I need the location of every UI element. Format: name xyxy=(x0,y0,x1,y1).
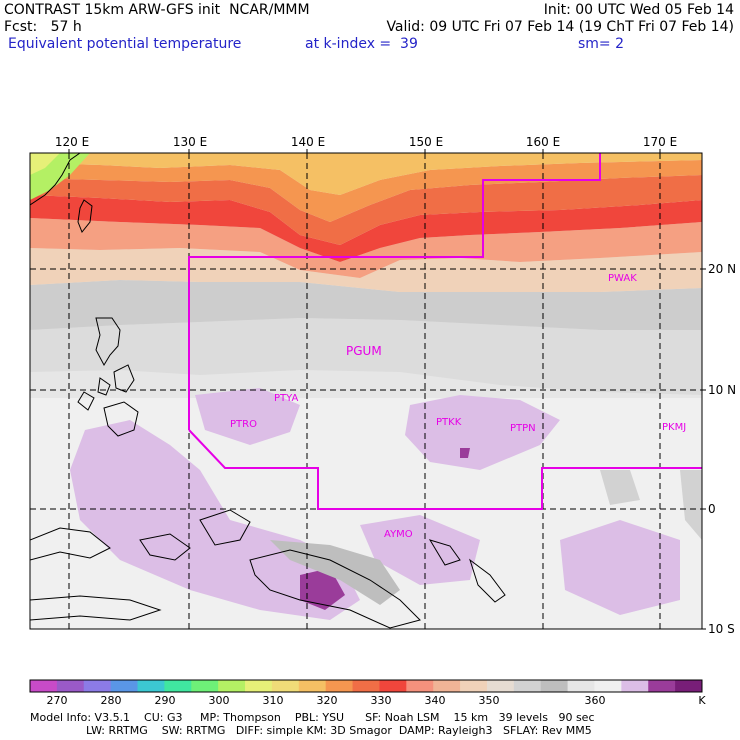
header-title: CONTRAST 15km ARW-GFS init NCAR/MMM xyxy=(4,2,310,18)
station-pgum: PGUM xyxy=(346,344,382,358)
colorbar-tick: 340 xyxy=(424,694,446,707)
lon-label: 160 E xyxy=(526,135,560,149)
colorbar-tick: 270 xyxy=(46,694,68,707)
colorbar-cell xyxy=(648,680,676,692)
map-frame xyxy=(29,152,703,630)
lat-label: 10 N xyxy=(708,383,736,397)
header-valid-time: Valid: 09 UTC Fri 07 Feb 14 (19 ChT Fri … xyxy=(386,19,734,35)
smoothing: sm= 2 xyxy=(578,36,625,52)
colorbar-cell xyxy=(56,680,85,692)
coastlines xyxy=(30,153,506,629)
lon-label: 140 E xyxy=(291,135,325,149)
lat-label: 0 xyxy=(708,502,716,516)
tick-marks xyxy=(68,149,706,630)
colorbar-tick: 330 xyxy=(370,694,392,707)
colorbar-cell xyxy=(110,680,139,692)
colorbar-cell xyxy=(83,680,112,692)
colorbar-cell xyxy=(245,680,273,692)
lon-label: 150 E xyxy=(409,135,443,149)
colorbar-cell xyxy=(486,680,515,692)
colorbar-cell xyxy=(298,680,327,692)
colorbar-cell xyxy=(379,680,407,692)
lon-label: 170 E xyxy=(643,135,677,149)
station-aymo: AYMO xyxy=(384,529,413,540)
colorbar-cell xyxy=(325,680,354,692)
colorbar-cell xyxy=(218,680,246,692)
station-ptya: PTYA xyxy=(274,393,298,404)
colorbar-frame xyxy=(29,679,703,693)
header-init: Init: 00 UTC Wed 05 Feb 14 xyxy=(543,2,734,18)
colorbar-cell xyxy=(675,680,703,692)
colorbar-cell xyxy=(191,680,219,692)
header-forecast-hour: Fcst: 57 h xyxy=(4,19,82,35)
lat-label: 10 S xyxy=(708,622,735,636)
colorbar-tick: 350 xyxy=(478,694,500,707)
colorbar-tick: 280 xyxy=(100,694,122,707)
station-ptkk: PTKK xyxy=(436,417,462,428)
station-ptro: PTRO xyxy=(230,419,257,430)
colorbar-cell xyxy=(567,680,595,692)
level-index: at k-index = 39 xyxy=(305,36,418,52)
colorbar-tick: 320 xyxy=(316,694,338,707)
colorbar-tick: 310 xyxy=(262,694,284,707)
colorbar-cell xyxy=(594,680,622,692)
colorbar-cell xyxy=(540,680,569,692)
colorbar-cell xyxy=(460,680,488,692)
station-pkmj: PKMJ xyxy=(662,422,686,433)
lat-label: 20 N xyxy=(708,262,736,276)
colorbar-tick: 360 xyxy=(584,694,606,707)
lon-label: 130 E xyxy=(173,135,207,149)
station-pwak: PWAK xyxy=(608,273,637,284)
colorbar-cell xyxy=(513,680,542,692)
model-info-line2: LW: RRTMG SW: RRTMG DIFF: simple KM: 3D … xyxy=(30,724,592,737)
colorbar-tick: 290 xyxy=(154,694,176,707)
colorbar-cell xyxy=(433,680,461,692)
colorbar-cell xyxy=(30,680,58,692)
colorbar xyxy=(30,680,703,692)
colorbar-cell xyxy=(352,680,380,692)
colorbar-cell xyxy=(137,680,165,692)
colorbar-cell xyxy=(271,680,300,692)
lon-label: 120 E xyxy=(55,135,89,149)
field-name: Equivalent potential temperature xyxy=(8,36,242,52)
boundary-lines xyxy=(188,153,702,510)
colorbar-unit: K xyxy=(698,694,706,707)
colorbar-cell xyxy=(164,680,192,692)
colorbar-cell xyxy=(621,680,649,692)
colorbar-cell xyxy=(406,680,434,692)
model-info-line1: Model Info: V3.5.1 CU: G3 MP: Thompson P… xyxy=(30,711,595,724)
colorbar-tick: 300 xyxy=(208,694,230,707)
theta-e-field xyxy=(30,153,702,629)
station-ptpn: PTPN xyxy=(510,423,536,434)
